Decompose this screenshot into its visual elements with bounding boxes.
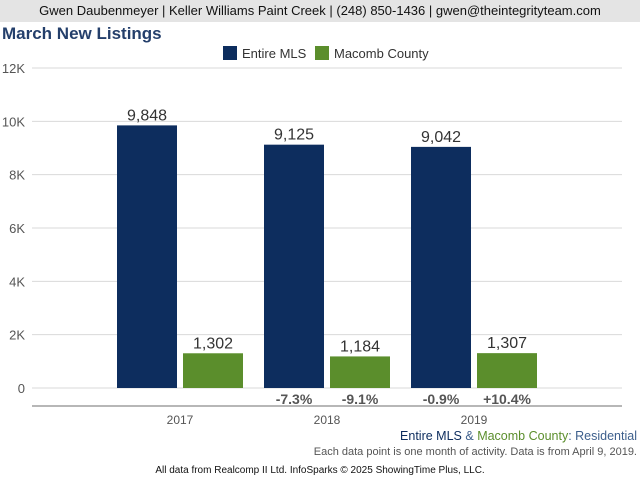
footer-source: All data from Realcomp II Ltd. InfoSpark… (155, 465, 485, 476)
x-tick-label: 2017 (167, 413, 194, 427)
data-label: 1,184 (340, 338, 380, 355)
change-label: -0.9% (423, 391, 460, 407)
footer-note: Each data point is one month of activity… (314, 446, 637, 458)
data-label: 9,042 (421, 129, 461, 146)
bar (183, 353, 243, 388)
change-label: -9.1% (342, 391, 379, 407)
header-contact-bar: Gwen Daubenmeyer | Keller Williams Paint… (0, 0, 640, 22)
y-tick-label: 8K (9, 168, 25, 183)
chart-title: March New Listings (2, 24, 162, 43)
data-label: 9,848 (127, 107, 167, 124)
bar (477, 353, 537, 388)
y-tick-label: 0 (18, 381, 25, 396)
data-label: 1,307 (487, 335, 527, 352)
bar (411, 146, 471, 388)
bar (117, 125, 177, 389)
legend-label: Entire MLS (242, 46, 307, 61)
data-label: 9,125 (274, 127, 314, 144)
footer-caption-part: Entire MLS (400, 429, 462, 443)
footer-caption-part: Macomb County (477, 429, 569, 443)
y-tick-label: 4K (9, 274, 25, 289)
y-tick-label: 12K (2, 61, 25, 76)
change-label: -7.3% (276, 391, 313, 407)
legend-swatch (315, 46, 329, 60)
change-label: +10.4% (483, 391, 531, 407)
x-tick-label: 2019 (461, 413, 488, 427)
x-tick-label: 2018 (314, 413, 341, 427)
footer-series-caption: Entire MLS & Macomb County: Residential (400, 429, 637, 443)
y-tick-label: 2K (9, 328, 25, 343)
bar (330, 356, 390, 388)
footer-caption-part: : Residential (568, 429, 637, 443)
legend-label: Macomb County (334, 46, 429, 61)
data-label: 1,302 (193, 335, 233, 352)
bar (264, 144, 324, 388)
y-tick-label: 6K (9, 221, 25, 236)
footer-caption-part: & (462, 429, 477, 443)
y-tick-label: 10K (2, 114, 25, 129)
legend-swatch (223, 46, 237, 60)
